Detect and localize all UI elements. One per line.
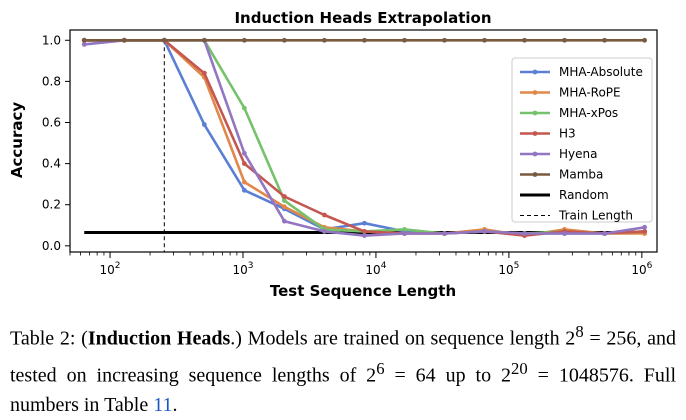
caption-text-3: = 64 up to 2 [384,364,512,387]
x-tick-label: 106 [631,261,652,277]
data-point-mamba [241,37,247,43]
x-tick-label: 102 [100,261,121,277]
data-point-mha-xpos [281,198,287,204]
y-tick-label: 0.8 [42,74,61,88]
data-point-h3 [241,161,247,167]
legend-marker-mha-xpos [532,110,538,116]
legend: MHA-Absolute MHA-RoPE MHA-xPos H3 Hyena Mamba… [511,57,653,223]
x-axis-label: Test Sequence Length [270,282,456,300]
legend-marker-mamba [532,172,538,177]
data-point-mamba [642,37,647,43]
data-point-h3 [642,229,647,234]
data-point-mha-rope [281,204,287,210]
data-point-mamba [562,37,567,43]
y-tick-label: 0.6 [42,116,61,130]
legend-label-mha-absolute: MHA-Absolute [559,65,643,79]
chart-title: Induction Heads Extrapolation [234,9,491,27]
caption-end: . [172,394,178,417]
data-point-mamba [201,37,207,43]
x-tick-label: 105 [498,261,519,277]
legend-marker-mha-rope [532,90,538,95]
caption-exponent-3: 20 [511,358,528,378]
caption-text-2: = 256, and tested on increasing sequence… [10,327,676,387]
data-point-mha-xpos [241,105,247,111]
legend-marker-h3 [532,131,538,136]
data-point-hyena [642,224,647,230]
legend-label-random: Random [559,188,609,202]
legend-label-mha-xpos: MHA-xPos [559,106,618,120]
caption-prefix: Table 2: ( [10,327,88,350]
data-point-hyena [281,218,287,224]
data-point-hyena [241,150,247,156]
data-point-hyena [81,41,87,47]
data-point-mha-rope [241,179,247,185]
data-point-mamba [402,37,407,43]
x-tick-label: 103 [232,261,253,277]
data-point-hyena [442,231,447,236]
data-point-h3 [281,194,287,199]
data-point-hyena [522,231,527,236]
legend-box [511,57,653,223]
legend-marker-mha-absolute [532,69,538,75]
data-point-hyena [402,231,407,236]
y-axis-label: Accuracy [8,102,26,178]
data-point-mha-absolute [362,220,367,226]
x-tick-label: 104 [365,261,386,277]
data-point-mamba [362,37,367,43]
data-point-mamba [121,37,127,43]
legend-label-h3: H3 [559,127,576,141]
caption-exponent-2: 6 [376,358,385,378]
legend-label-train-length: Train Length [558,209,633,223]
y-tick-label: 0.0 [42,239,61,253]
data-point-mha-xpos [402,226,407,232]
legend-label-mha-rope: MHA-RoPE [559,86,621,100]
data-point-hyena [482,229,487,234]
data-point-hyena [562,231,567,236]
data-point-mamba [281,37,287,43]
caption-text-1: .) Models are trained on sequence length… [230,327,576,350]
plot-frame [69,29,658,253]
data-point-mamba [81,37,87,43]
data-point-hyena [362,233,367,238]
legend-label-hyena: Hyena [559,147,597,161]
data-point-mha-absolute [201,122,207,127]
data-point-h3 [362,229,367,234]
data-point-hyena [602,231,607,236]
legend-label-mamba: Mamba [559,168,603,182]
plot-area: 0.0 0.2 0.4 0.6 0.8 1.0 102 103 104 105 106 MHA-Abs… [42,29,658,277]
y-tick-label: 0.2 [42,198,61,212]
data-point-h3 [321,212,327,218]
table-caption: Table 2: (Induction Heads.) Models are t… [10,317,676,420]
legend-marker-hyena [532,151,538,157]
data-point-mamba [482,37,487,43]
chart: Induction Heads Extrapolation 0.00.20.40… [8,9,658,300]
caption-bold-title: Induction Heads [87,327,231,350]
data-point-mamba [602,37,607,43]
data-point-mamba [161,37,167,43]
data-point-h3 [201,70,207,76]
data-point-mamba [442,37,447,43]
data-point-mamba [522,37,527,43]
data-point-mha-absolute [241,187,247,193]
data-point-hyena [321,229,327,234]
data-point-mamba [321,37,327,43]
table-reference-link[interactable]: 11 [153,394,173,417]
y-tick-label: 0.4 [42,157,61,171]
caption-exponent-1: 8 [575,322,584,341]
y-tick-label: 1.0 [42,33,61,47]
